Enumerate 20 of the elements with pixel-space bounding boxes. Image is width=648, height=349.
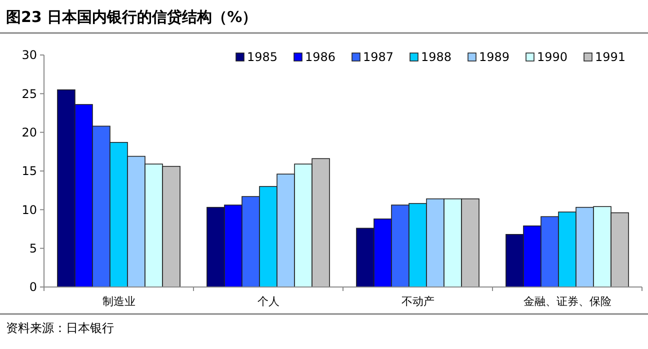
- legend-label: 1985: [247, 50, 278, 64]
- legend-label: 1987: [363, 50, 394, 64]
- y-tick-label: 25: [22, 86, 37, 101]
- legend-label: 1986: [305, 50, 336, 64]
- x-tick-label: 不动产: [401, 295, 434, 308]
- legend-label: 1990: [537, 50, 568, 64]
- x-tick-label: 个人: [257, 295, 280, 308]
- chart-title: 图23 日本国内银行的信贷结构（%）: [6, 8, 258, 26]
- y-tick-label: 15: [22, 164, 37, 178]
- legend-label: 1988: [421, 50, 452, 64]
- x-tick-label: 金融、证券、保险: [523, 295, 612, 308]
- legend-label: 1991: [595, 50, 626, 64]
- legend-label: 1989: [479, 50, 510, 64]
- y-tick-label: 20: [22, 126, 37, 140]
- y-tick-label: 0: [29, 280, 37, 294]
- y-tick-label: 10: [22, 202, 37, 217]
- text: 资料来源：日本银行: [6, 321, 114, 335]
- x-tick-label: 制造业: [102, 295, 136, 308]
- y-tick-label: 30: [22, 48, 37, 62]
- y-tick-label: 5: [29, 242, 37, 256]
